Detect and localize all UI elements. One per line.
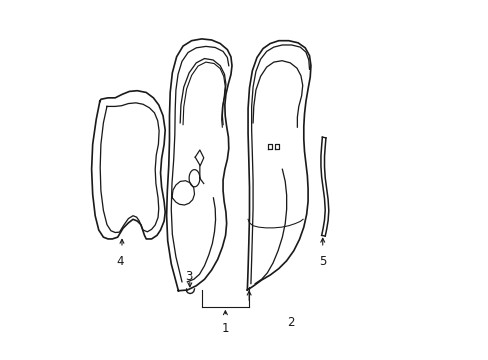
Text: 4: 4 [116, 255, 123, 268]
Text: 5: 5 [319, 255, 326, 268]
Text: 3: 3 [184, 270, 192, 283]
Text: 1: 1 [221, 322, 228, 335]
Text: 2: 2 [286, 316, 294, 329]
